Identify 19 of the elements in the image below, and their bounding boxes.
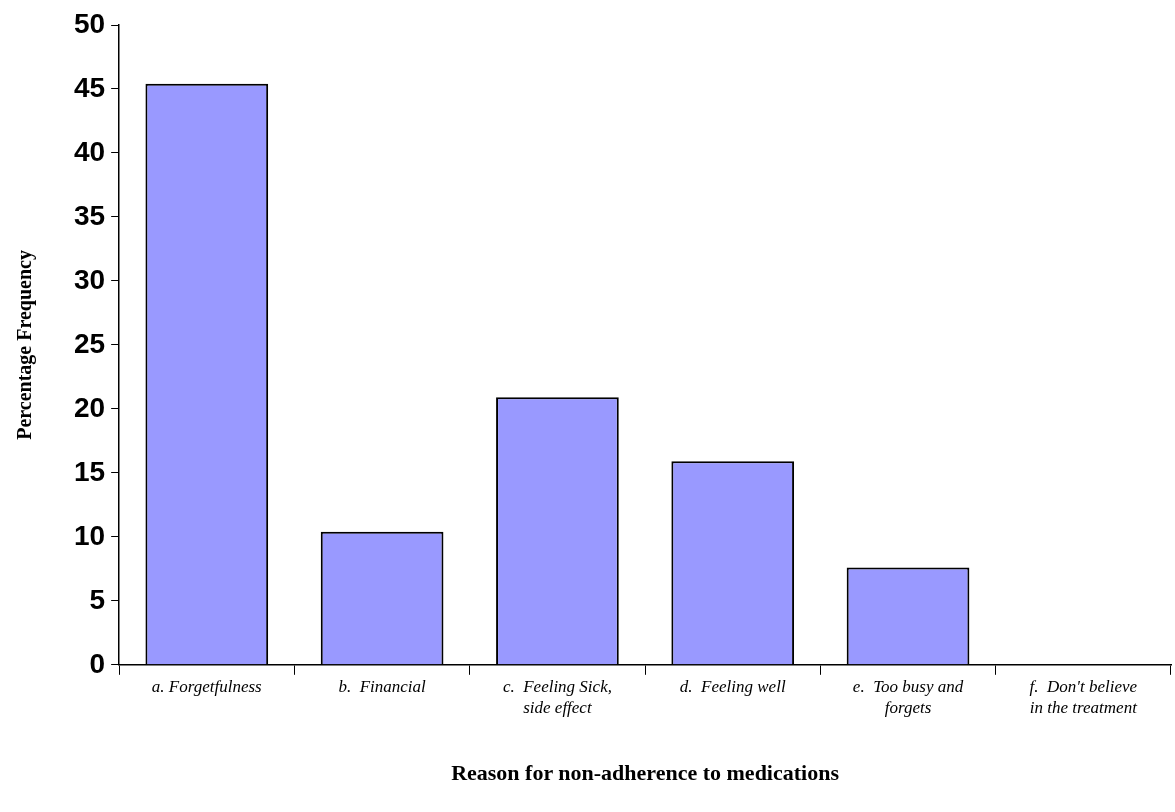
x-tick-label: f. Don't believe in the treatment	[1029, 677, 1139, 717]
y-tick-label: 15	[73, 455, 106, 487]
y-tick-label: 45	[73, 71, 106, 103]
x-tick-label: d. Feeling well	[679, 677, 786, 697]
x-axis-title: Reason for non-adherence to medications	[451, 760, 840, 786]
y-tick-label: 30	[73, 263, 106, 295]
y-tick-label: 35	[73, 199, 106, 231]
x-tick-label: e. Too busy and forgets	[852, 677, 964, 717]
y-tick-label: 10	[73, 519, 106, 551]
y-tick-label: 0	[89, 647, 106, 679]
y-tick-label: 40	[73, 135, 106, 167]
x-tick-label: b. Financial	[338, 677, 427, 697]
y-tick-label: 20	[73, 391, 106, 423]
y-tick-label: 50	[73, 7, 106, 39]
y-tick-label: 25	[73, 327, 106, 359]
x-tick-label: a. Forgetfulness	[151, 677, 263, 697]
y-tick-label: 5	[89, 583, 106, 615]
x-tick-label: c. Feeling Sick, side effect	[502, 677, 612, 717]
y-axis-title: Percentage Frequency	[13, 250, 37, 440]
